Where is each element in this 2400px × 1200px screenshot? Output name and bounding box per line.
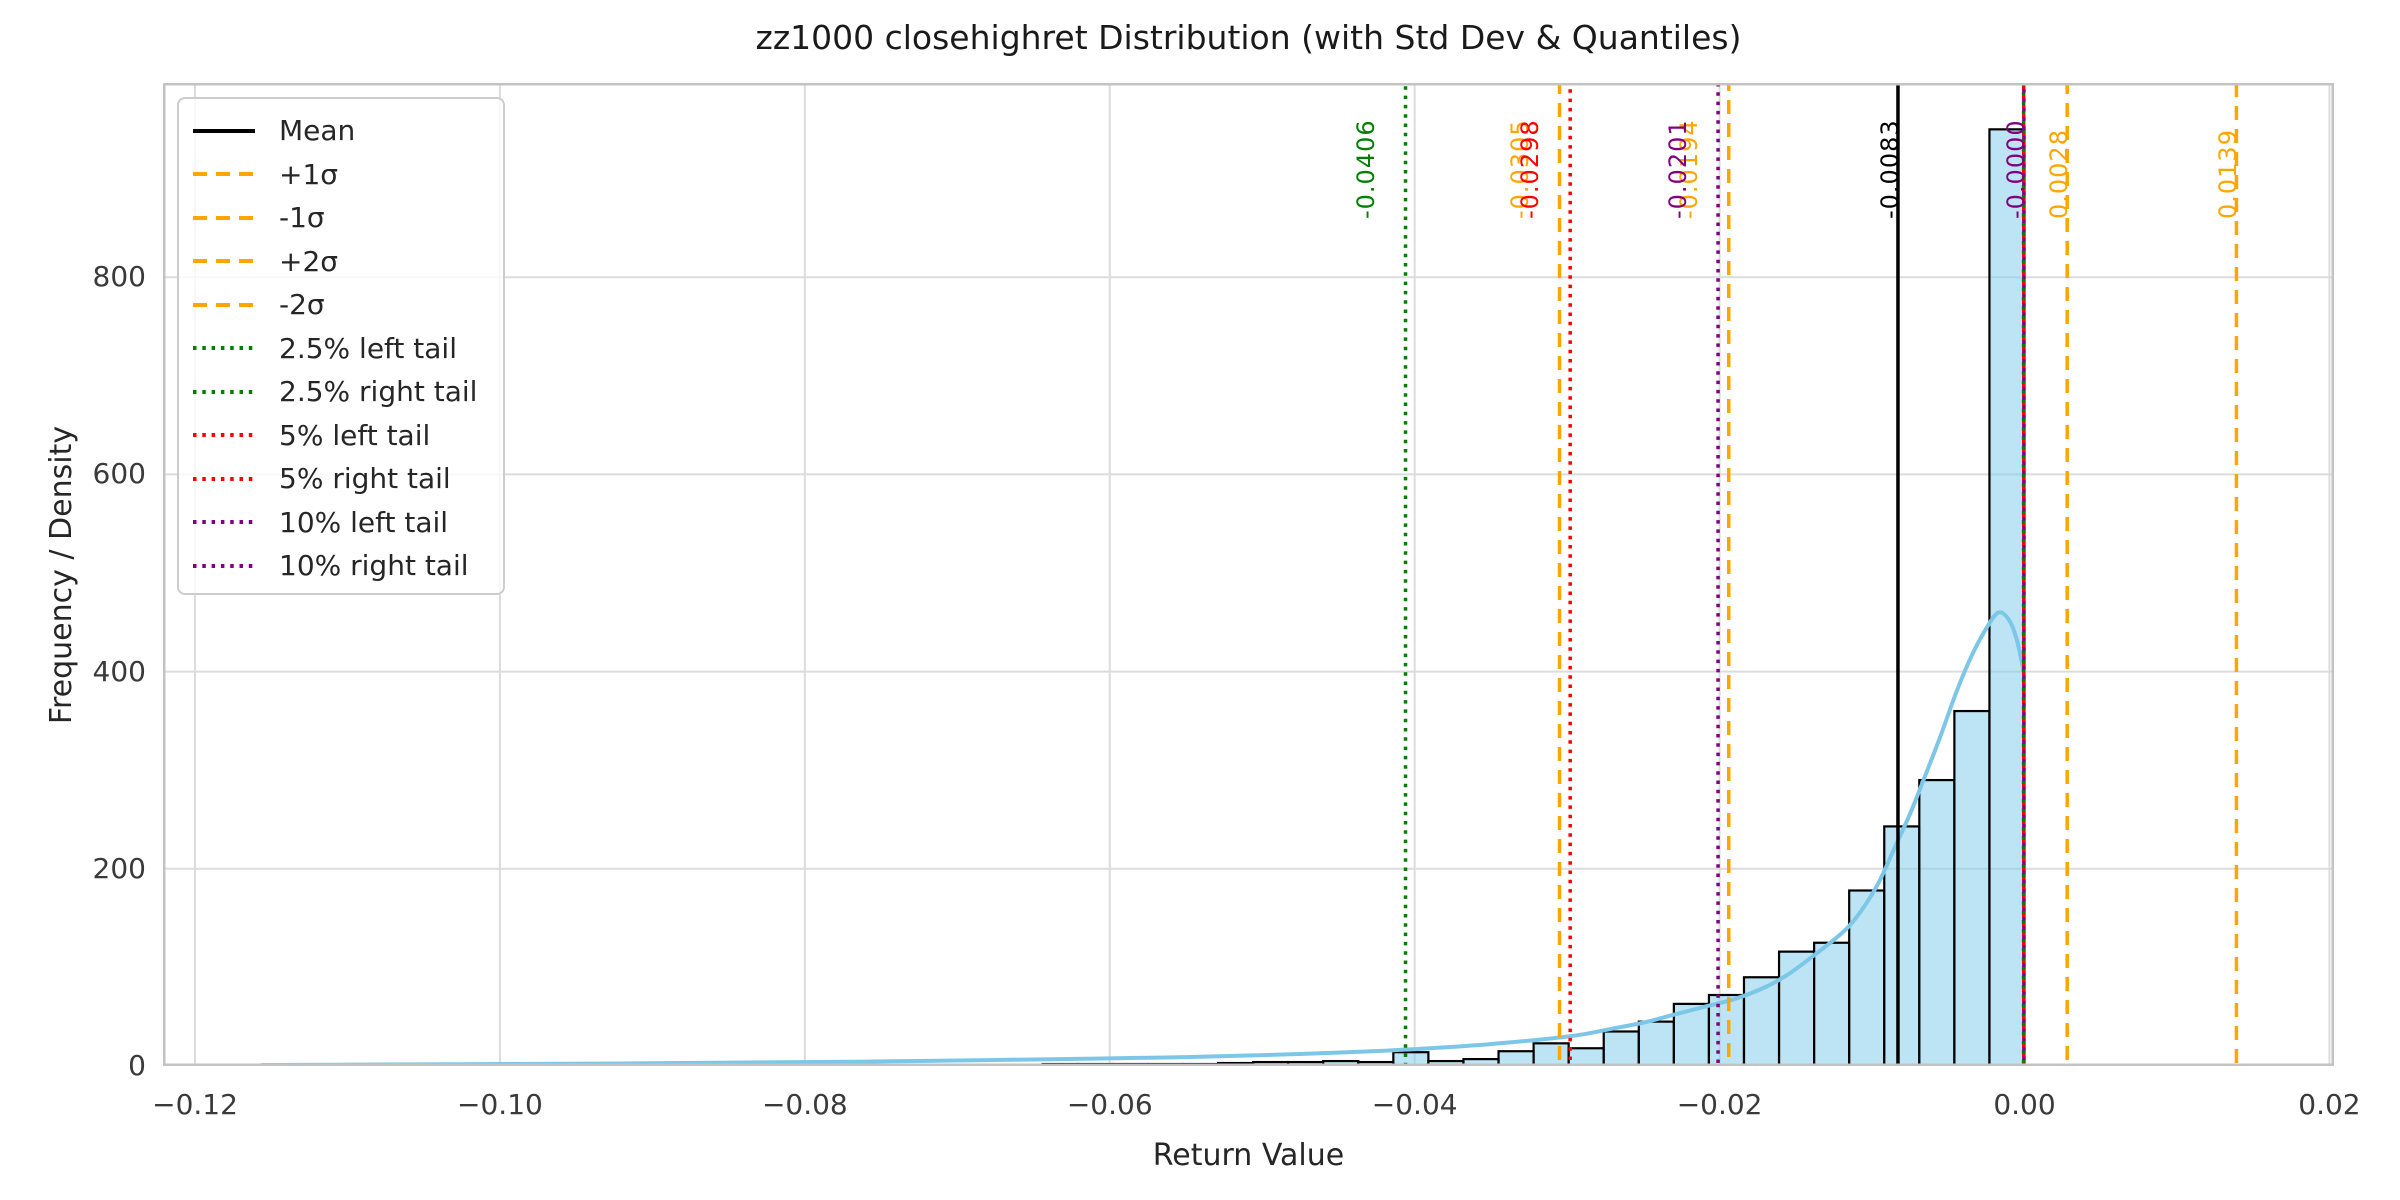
legend-swatch-line (193, 128, 255, 133)
q10-left-line-value-label: -0.0201 (1664, 119, 1693, 219)
histogram-bar (1918, 778, 1956, 1066)
histogram-bar (1567, 1047, 1605, 1066)
legend-item-label: 10% left tail (279, 505, 449, 539)
histogram-bar (1883, 825, 1921, 1066)
legend-swatch-line (193, 215, 255, 220)
x-tick-label: 0.02 (2298, 1088, 2361, 1121)
histogram-bar (1532, 1042, 1570, 1066)
legend-swatch-line (193, 302, 255, 307)
q2-5-left-line-value-label: -0.0406 (1351, 119, 1380, 219)
x-axis-label: Return Value (1152, 1138, 1345, 1173)
legend-swatch-line (193, 476, 255, 481)
legend-item-label: 5% left tail (279, 418, 431, 452)
y-tick-label: 800 (92, 260, 146, 294)
y-tick-label: 600 (92, 457, 146, 491)
kde-curve (260, 610, 2026, 1066)
x-tick-label: −0.08 (761, 1088, 848, 1121)
legend-swatch-line (193, 346, 255, 351)
legend-item: 2.5% right tail (191, 370, 503, 414)
legend-item-label: +1σ (279, 157, 339, 191)
legend-item-label: 5% right tail (279, 462, 451, 496)
plot-spine (163, 83, 2334, 1066)
legend-item-label: +2σ (279, 244, 339, 278)
legend-item-label: Mean (279, 114, 356, 148)
mean-line-value-label: -0.0083 (1875, 119, 1904, 219)
legend-item: 2.5% left tail (191, 327, 503, 371)
legend-box: Mean +1σ -1σ +2σ -2σ 2.5% left tail 2.5% right… (177, 97, 505, 595)
legend-item-label: 2.5% right tail (279, 375, 478, 409)
plus-1-sigma-line-value-label: 0.0028 (2045, 129, 2074, 219)
legend-item: 10% left tail (191, 501, 503, 545)
q10-right-line-value-label: -0.0000 (2001, 119, 2030, 219)
histogram-bar (1953, 709, 1991, 1066)
x-tick-label: −0.02 (1676, 1088, 1763, 1121)
legend-item-label: 2.5% left tail (279, 331, 457, 365)
histogram-bar (1392, 1051, 1430, 1066)
legend-item-label: -2σ (279, 288, 325, 322)
histogram-bar (1813, 941, 1851, 1066)
histogram-bar (1637, 1020, 1675, 1066)
legend-item: 5% right tail (191, 457, 503, 501)
x-tick-label: 0.00 (1993, 1088, 2056, 1121)
legend-item: +2σ (191, 240, 503, 284)
legend-item: Mean (191, 109, 503, 153)
plot-area (163, 83, 2334, 1066)
legend-swatch-line (193, 389, 255, 394)
histogram-bar (1602, 1030, 1640, 1066)
legend-item: 10% right tail (191, 544, 503, 588)
legend-item-label: -1σ (279, 201, 325, 235)
y-tick-label: 0 (128, 1049, 146, 1082)
chart-title: zz1000 closehighret Distribution (with S… (755, 18, 1742, 57)
legend-item: -2σ (191, 283, 503, 327)
legend-item: -1σ (191, 196, 503, 240)
legend-swatch-line (193, 563, 255, 568)
legend-swatch-line (193, 259, 255, 264)
legend-item-label: 10% right tail (279, 549, 469, 583)
plus-2-sigma-line-value-label: 0.0139 (2214, 129, 2243, 219)
y-tick-label: 400 (92, 654, 146, 688)
histogram-bar (1707, 993, 1746, 1066)
q5-left-line-value-label: -0.0298 (1516, 119, 1545, 219)
x-tick-label: −0.12 (152, 1088, 238, 1121)
histogram-bar (1988, 128, 2026, 1066)
legend-swatch-line (193, 433, 255, 438)
legend-swatch-line (193, 520, 255, 525)
x-tick-label: −0.04 (1371, 1088, 1458, 1121)
legend-item: 5% left tail (191, 414, 503, 458)
legend-item: +1σ (191, 153, 503, 197)
x-tick-label: −0.06 (1066, 1088, 1153, 1121)
y-tick-label: 200 (92, 851, 146, 885)
legend-swatch-line (193, 172, 255, 177)
x-tick-label: −0.10 (457, 1088, 543, 1121)
